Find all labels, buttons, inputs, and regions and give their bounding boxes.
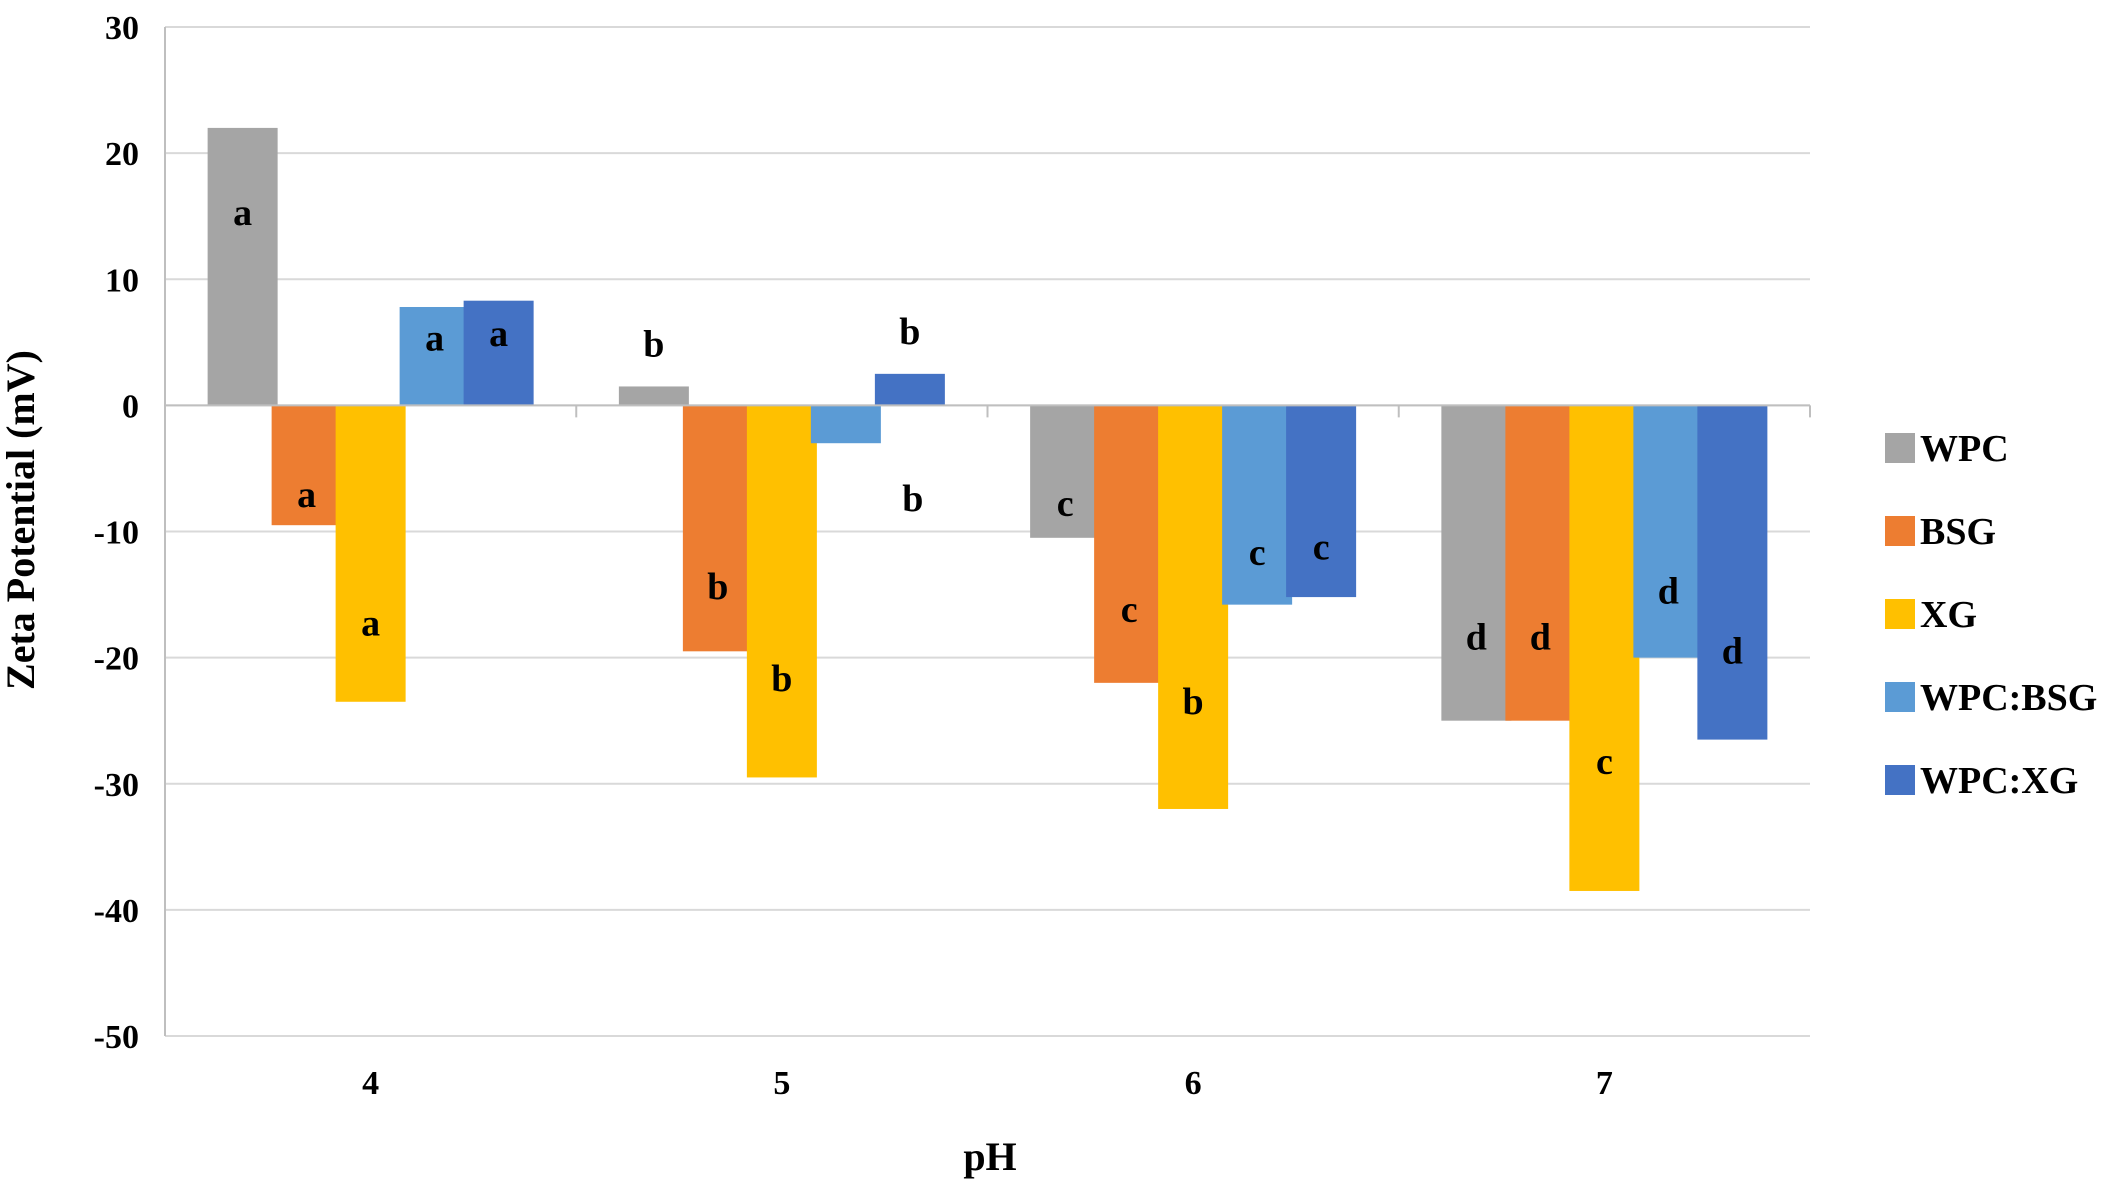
bar-bsg-ph5 xyxy=(682,405,753,652)
y-tick-label: -40 xyxy=(94,893,139,930)
bar-xg-ph4 xyxy=(335,405,406,702)
significance-letter: a xyxy=(233,192,252,234)
significance-letter: b xyxy=(771,658,792,700)
x-tick-label: 7 xyxy=(1596,1065,1613,1102)
bar-wpc-bsg-ph4 xyxy=(399,306,470,406)
bar-wpc-ph5 xyxy=(618,386,689,406)
significance-letter: c xyxy=(1596,741,1613,783)
significance-letter: c xyxy=(1057,483,1074,525)
y-tick-label: 20 xyxy=(105,136,139,173)
bar-wpc-xg-ph5 xyxy=(874,373,945,406)
significance-letter: b xyxy=(899,311,920,353)
bar-wpc-ph4 xyxy=(207,127,278,406)
bar-wpc-bsg-ph5 xyxy=(810,405,881,444)
bar-wpc-ph6 xyxy=(1030,405,1101,538)
significance-letter: b xyxy=(902,478,923,520)
significance-letter: d xyxy=(1722,630,1743,672)
x-axis-title: pH xyxy=(963,1134,1016,1179)
y-axis-title: Zeta Potential (mV) xyxy=(0,350,43,690)
legend-label: WPC xyxy=(1920,428,2009,470)
y-tick-label: 10 xyxy=(105,262,139,299)
bar-xg-ph7 xyxy=(1569,405,1640,891)
x-tick-labels: 4 5 6 7 xyxy=(362,1065,1613,1102)
legend-label: XG xyxy=(1920,594,1977,636)
bar-bsg-ph6 xyxy=(1094,405,1165,683)
legend-swatch xyxy=(1885,516,1915,546)
y-tick-label: -10 xyxy=(94,515,139,552)
y-tick-label: 30 xyxy=(105,10,139,47)
legend-swatch xyxy=(1885,433,1915,463)
significance-letter: c xyxy=(1121,589,1138,631)
y-tick-label: -20 xyxy=(94,641,139,678)
y-tick-label: -50 xyxy=(94,1019,139,1056)
legend-label: WPC:XG xyxy=(1920,760,2078,802)
bars xyxy=(207,127,1768,891)
legend-swatch xyxy=(1885,682,1915,712)
significance-letter: b xyxy=(643,323,664,365)
legend-label: WPC:BSG xyxy=(1920,677,2097,719)
bar-wpc-ph7 xyxy=(1441,405,1512,721)
significance-letter: b xyxy=(1183,681,1204,723)
bar-bsg-ph7 xyxy=(1505,405,1576,721)
significance-letters: a a a a a b b b b b c c b c c d d c d d xyxy=(233,192,1743,783)
significance-letter: a xyxy=(361,603,380,645)
significance-letter: a xyxy=(489,313,508,355)
bar-xg-ph6 xyxy=(1158,405,1229,809)
significance-letter: a xyxy=(297,474,316,516)
x-tick-label: 4 xyxy=(362,1065,379,1102)
bar-wpc-xg-ph7 xyxy=(1697,405,1768,740)
bar-bsg-ph4 xyxy=(271,405,342,526)
bar-wpc-bsg-ph6 xyxy=(1222,405,1293,605)
axes xyxy=(164,27,1811,1036)
x-tick-label: 5 xyxy=(773,1065,790,1102)
significance-letter: c xyxy=(1249,532,1266,574)
y-tick-labels: 30 20 10 0 -10 -20 -30 -40 -50 xyxy=(94,10,139,1056)
significance-letter: d xyxy=(1658,571,1679,613)
bar-wpc-bsg-ph7 xyxy=(1633,405,1704,658)
x-tick-label: 6 xyxy=(1185,1065,1202,1102)
significance-letter: d xyxy=(1530,617,1551,659)
significance-letter: d xyxy=(1466,617,1487,659)
legend-label: BSG xyxy=(1920,511,1996,553)
y-tick-label: 0 xyxy=(122,388,139,425)
bar-wpc-xg-ph4 xyxy=(463,300,534,406)
significance-letter: b xyxy=(707,566,728,608)
y-tick-label: -30 xyxy=(94,767,139,804)
bar-xg-ph5 xyxy=(746,405,817,778)
legend: WPC BSG XG WPC:BSG WPC:XG xyxy=(1885,428,2097,802)
bar-wpc-xg-ph6 xyxy=(1286,405,1357,598)
legend-swatch xyxy=(1885,765,1915,795)
significance-letter: c xyxy=(1313,526,1330,568)
legend-swatch xyxy=(1885,599,1915,629)
significance-letter: a xyxy=(425,318,444,360)
